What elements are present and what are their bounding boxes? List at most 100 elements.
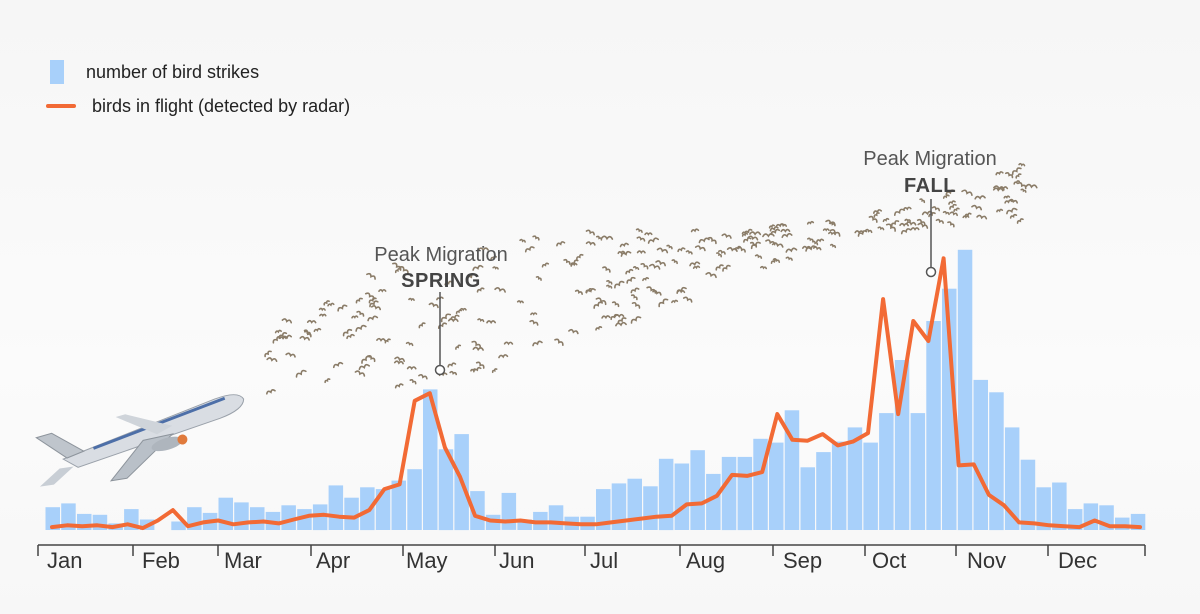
bird-silhouette [942,210,950,216]
bird-silhouette [658,298,669,308]
bird-silhouette [303,329,311,336]
bird-silhouette [364,292,375,301]
bird-silhouette [492,266,499,270]
bird-silhouette [503,341,514,346]
bird-silhouette [671,299,679,304]
x-tick-label-sep: Sep [783,548,822,573]
bird-silhouette [563,258,571,265]
bar-63 [1036,487,1051,531]
bird-silhouette [893,208,906,216]
bird-silhouette [617,250,626,255]
bird-silhouette [601,315,611,320]
bird-silhouette [962,215,970,219]
bird-silhouette [585,229,595,236]
bird-silhouette [747,235,759,241]
bird-silhouette [447,318,459,323]
bird-silhouette [945,189,956,196]
bird-silhouette [722,264,731,272]
bird-silhouette [682,296,693,303]
bar-30 [517,519,532,530]
bird-silhouette [995,171,1004,176]
bird-silhouette [656,247,669,254]
bird-silhouette [529,319,539,326]
bird-silhouette [801,245,812,250]
bird-silhouette [741,232,749,237]
bar-60 [989,392,1004,531]
bird-silhouette [299,335,310,341]
legend-item-bird-strikes: number of bird strikes [50,55,350,89]
bird-silhouette [964,212,972,217]
bar-62 [1020,459,1036,530]
bird-silhouette [530,312,538,316]
spring-annotation-marker [434,364,446,376]
bar-41 [690,450,705,530]
bird-silhouette [649,263,661,270]
bird-silhouette [595,235,603,241]
bird-silhouette [1003,195,1011,199]
bar-23 [407,469,422,530]
bird-silhouette [829,243,837,249]
bird-silhouette [947,221,955,228]
bird-silhouette [367,315,379,322]
bird-silhouette [318,307,326,312]
bird-silhouette [614,280,625,289]
legend-bar-swatch [50,60,64,84]
bird-silhouette [749,231,762,236]
bird-silhouette [556,241,566,247]
bird-silhouette [440,313,452,323]
x-tick-label-feb: Feb [142,548,180,573]
bird-silhouette [606,279,613,285]
bird-silhouette [366,354,376,363]
bird-silhouette [524,246,535,253]
bird-silhouette [324,378,331,384]
bar-52 [863,442,878,530]
birds-in-flight-polyline [50,256,1142,531]
legend-line-swatch [46,104,76,108]
bird-silhouette [471,340,482,349]
bird-silhouette [716,252,722,258]
bird-silhouette [868,215,878,223]
bird-silhouette [635,228,643,234]
bird-strike-bars [45,249,1146,531]
bird-silhouette [690,228,700,233]
bird-silhouette [535,275,542,281]
bird-silhouette [976,214,988,220]
x-tick-label-mar: Mar [224,548,262,573]
bird-silhouette [619,242,629,248]
bar-22 [391,480,406,530]
bird-silhouette [570,262,578,267]
bar-53 [879,413,894,530]
bird-silhouette [785,256,793,261]
birds-in-flight-line [50,256,1142,531]
bird-silhouette [625,268,634,275]
bird-silhouette [1008,198,1018,204]
bar-39 [658,458,674,531]
bird-silhouette [780,228,791,233]
bird-silhouette [475,361,485,369]
bird-silhouette [931,206,941,212]
bird-silhouette [437,322,448,329]
bird-silhouette [705,272,717,279]
bird-silhouette [1015,173,1022,179]
bird-silhouette [392,262,402,271]
bird-silhouette [274,329,282,334]
bird-silhouette [1016,218,1024,224]
bird-silhouette [472,346,484,352]
bird-silhouette [640,262,649,270]
bird-silhouette [655,260,666,267]
bar-56 [926,321,941,530]
bird-silhouette [376,337,386,342]
bird-silhouette [266,357,278,363]
bird-silhouette [449,370,458,376]
bird-silhouette [1013,180,1021,185]
bird-silhouette [541,262,550,268]
bird-silhouette [459,307,467,312]
bird-silhouette [473,366,482,373]
bird-silhouette [615,321,627,327]
bar-1 [61,503,76,530]
bird-silhouette [378,288,387,293]
bird-silhouette [636,236,646,242]
fall-annotation-marker [925,266,937,278]
x-tick-label-may: May [406,548,448,573]
bird-silhouette [775,223,785,228]
